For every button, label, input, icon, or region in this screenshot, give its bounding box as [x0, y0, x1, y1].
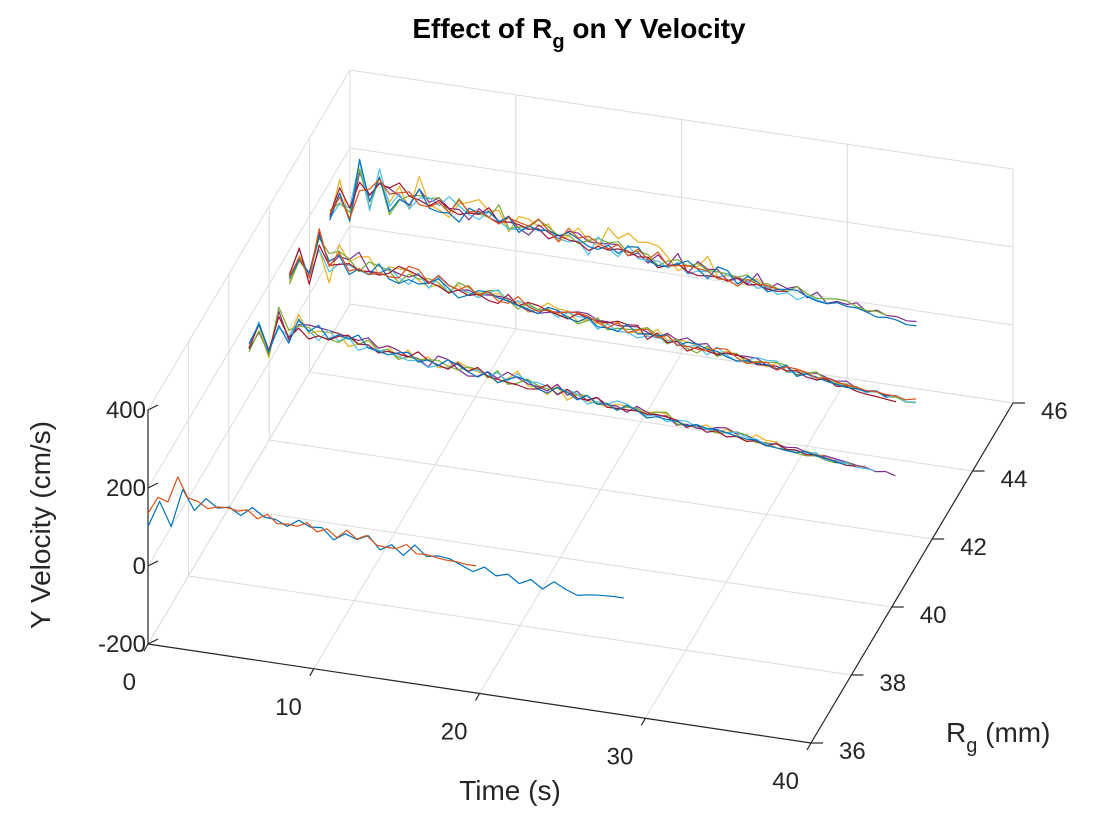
y-tick-label: 42: [960, 534, 987, 561]
back-wall-grid-line-velocity: [349, 303, 1014, 404]
x-tick-mark: [143, 643, 149, 652]
x-tick-label: 40: [772, 768, 799, 795]
side-wall-grid-line-velocity: [147, 303, 351, 645]
y-axis-label-subscript: g: [966, 735, 977, 757]
z-tick-mark: [147, 482, 159, 489]
side-wall-grid-line-velocity: [147, 69, 351, 411]
grid-lines: [147, 69, 1014, 744]
side-wall-grid-line-velocity: [147, 147, 351, 489]
x-tick-mark: [474, 693, 481, 701]
chart-title-subscript: g: [552, 31, 564, 53]
z-tick-mark: [147, 404, 159, 411]
series-line: [288, 228, 916, 401]
y-axis-label: Rg (mm): [946, 717, 1050, 757]
z-tick-mark: [147, 638, 159, 645]
y-tick-label: 40: [920, 602, 947, 629]
series-line: [329, 178, 778, 290]
axis-lines: [143, 402, 1025, 751]
y-axis-label-rest: (mm): [977, 717, 1050, 748]
floor-grid-line-time: [313, 328, 517, 670]
series-line: [288, 235, 887, 398]
series-line: [288, 248, 916, 403]
back-wall-grid-line-velocity: [349, 147, 1014, 248]
floor-grid-line-rg: [228, 507, 892, 608]
series-line: [248, 306, 856, 467]
y-tick-label: 36: [839, 738, 866, 765]
x-tick-label: 30: [607, 743, 634, 770]
x-tick-mark: [806, 742, 812, 751]
x-axis-label: Time (s): [459, 775, 561, 806]
z-tick-mark: [147, 560, 159, 567]
x-tick-label: 10: [275, 694, 302, 721]
y-tick-label: 46: [1041, 398, 1068, 425]
z-tick-label: 200: [106, 475, 146, 502]
x-tick-label: 20: [441, 719, 468, 746]
back-wall-grid-line-velocity: [349, 225, 1014, 326]
z-axis-label: Y Velocity (cm/s): [25, 421, 56, 629]
chart-title-rest: on Y Velocity: [565, 13, 746, 44]
chart-title-main: Effect of R: [412, 13, 552, 44]
tick-labels: 0 10 20 30 40 36 38 40 42 44 46 -200 0 200 400: [98, 397, 1068, 795]
chart-title: Effect of Rg on Y Velocity: [412, 13, 746, 53]
x-tick-mark: [309, 668, 315, 677]
side-wall-grid-line-velocity: [147, 225, 351, 567]
floor-grid-line-time: [479, 353, 682, 694]
floor-grid-line-time: [644, 378, 848, 719]
series-line: [147, 488, 624, 599]
y-axis-label-main: R: [946, 717, 966, 748]
floor-grid-line-rg: [188, 575, 852, 676]
floor-grid-line-rg: [309, 371, 973, 472]
series-line: [329, 181, 788, 292]
x-tick-mark: [640, 718, 646, 726]
y-axis-line: [810, 402, 1014, 744]
data-series: [147, 158, 917, 599]
series-line: [288, 237, 916, 404]
y-tick-label: 38: [879, 670, 906, 697]
floor-grid-line-rg: [269, 439, 933, 540]
x-tick-label: 0: [123, 669, 136, 696]
series-line: [248, 311, 866, 468]
series-line: [329, 158, 917, 327]
z-tick-label: 400: [106, 397, 146, 424]
series-line: [248, 318, 846, 465]
series-line: [147, 476, 477, 567]
back-wall-grid-line-velocity: [349, 69, 1014, 170]
z-tick-label: -200: [98, 631, 146, 658]
y-tick-label: 44: [1001, 466, 1028, 493]
z-tick-label: 0: [133, 553, 146, 580]
